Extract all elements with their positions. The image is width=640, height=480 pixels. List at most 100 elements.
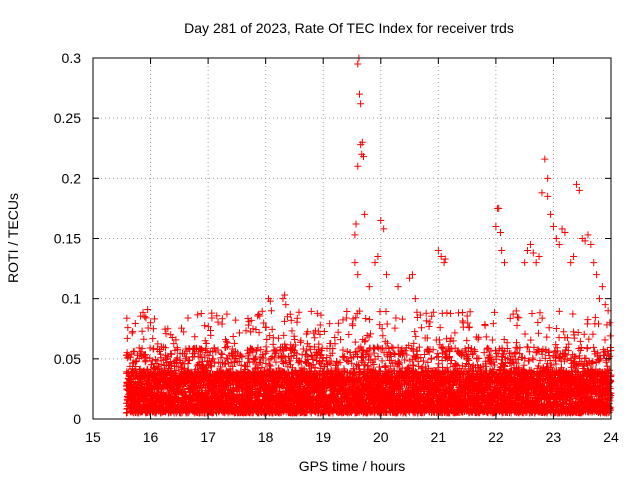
data-point xyxy=(362,315,370,323)
data-point xyxy=(131,319,139,327)
data-point xyxy=(236,351,244,359)
data-point xyxy=(172,336,180,344)
data-point xyxy=(342,314,350,322)
data-point xyxy=(163,354,171,362)
data-point xyxy=(208,314,216,322)
data-point xyxy=(280,317,288,325)
data-point xyxy=(135,344,143,352)
data-point xyxy=(366,316,374,324)
data-point xyxy=(185,357,193,365)
data-point xyxy=(207,331,215,339)
data-point xyxy=(214,318,222,326)
data-point xyxy=(180,328,188,336)
data-point xyxy=(167,350,175,358)
data-point xyxy=(217,349,225,357)
data-point xyxy=(339,316,347,324)
data-point xyxy=(311,334,319,342)
data-point xyxy=(191,333,199,341)
data-point xyxy=(238,353,246,361)
data-point xyxy=(295,308,303,316)
data-point xyxy=(137,348,145,356)
data-point xyxy=(150,345,158,353)
data-point xyxy=(170,340,178,348)
data-points xyxy=(122,54,615,417)
data-point xyxy=(447,309,455,317)
data-point xyxy=(137,312,145,320)
data-point xyxy=(367,330,375,338)
data-point xyxy=(123,314,131,322)
data-point xyxy=(144,324,152,332)
data-point xyxy=(177,324,185,332)
data-point xyxy=(194,311,202,319)
data-point xyxy=(438,344,446,352)
data-point xyxy=(313,309,321,317)
data-point xyxy=(349,322,357,330)
data-point xyxy=(392,314,400,322)
data-point xyxy=(209,355,217,363)
data-point xyxy=(320,327,328,335)
data-point xyxy=(229,332,237,340)
data-point xyxy=(229,363,237,371)
data-point xyxy=(391,324,399,332)
data-point xyxy=(232,316,240,324)
data-point xyxy=(435,360,443,368)
data-point xyxy=(138,345,146,353)
data-point xyxy=(142,314,150,322)
data-point xyxy=(174,345,182,353)
data-point xyxy=(201,353,209,361)
data-point xyxy=(146,344,154,352)
data-point xyxy=(443,309,451,317)
data-point xyxy=(215,358,223,366)
data-point xyxy=(162,330,170,338)
data-point xyxy=(138,327,146,335)
data-point xyxy=(143,353,151,361)
data-point xyxy=(222,338,230,346)
data-point xyxy=(293,314,301,322)
data-point xyxy=(149,335,157,343)
data-point xyxy=(223,355,231,363)
data-point xyxy=(142,357,150,365)
data-point xyxy=(268,325,276,333)
data-point xyxy=(123,334,131,342)
data-point xyxy=(336,358,344,366)
gridlines xyxy=(93,58,611,419)
data-point xyxy=(162,344,170,352)
data-point xyxy=(236,329,244,337)
data-point xyxy=(297,337,305,345)
data-point xyxy=(211,359,219,367)
data-point xyxy=(418,324,426,332)
data-point xyxy=(139,308,147,316)
data-point xyxy=(184,360,192,368)
data-point xyxy=(389,344,397,352)
data-point xyxy=(269,340,277,348)
data-point xyxy=(317,311,325,319)
data-point xyxy=(334,328,342,336)
data-point xyxy=(351,338,359,346)
data-point xyxy=(365,333,373,341)
data-point xyxy=(224,339,232,347)
data-point xyxy=(363,332,371,340)
data-point xyxy=(130,347,138,355)
data-point xyxy=(223,310,231,318)
data-point xyxy=(316,330,324,338)
data-point xyxy=(213,312,221,320)
data-point xyxy=(412,332,420,340)
data-point xyxy=(184,314,192,322)
data-point xyxy=(132,362,140,370)
data-point xyxy=(426,318,434,326)
data-point xyxy=(197,310,205,318)
data-point xyxy=(436,324,444,332)
data-point xyxy=(204,323,212,331)
data-point xyxy=(307,307,315,315)
data-point xyxy=(140,335,148,343)
data-point xyxy=(130,359,138,367)
data-point xyxy=(334,319,342,327)
data-point xyxy=(287,316,295,324)
data-point xyxy=(174,362,182,370)
data-point xyxy=(430,308,438,316)
data-point xyxy=(345,331,353,339)
data-point xyxy=(214,346,222,354)
data-point xyxy=(354,361,362,369)
data-point xyxy=(411,328,419,336)
